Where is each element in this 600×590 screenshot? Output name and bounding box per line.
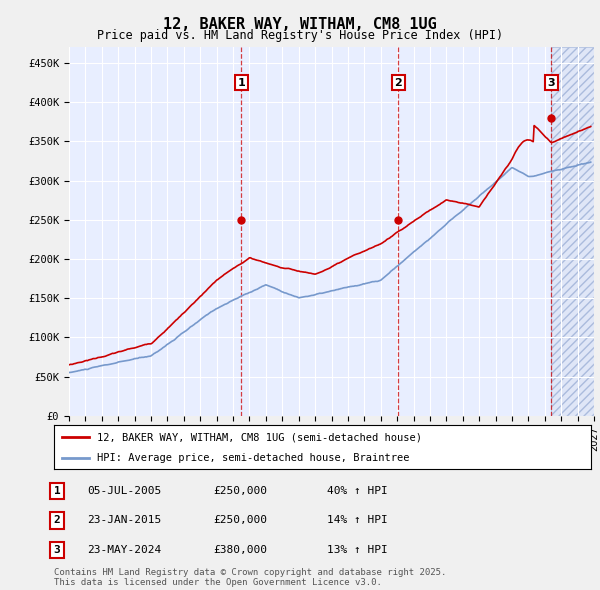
Text: 1: 1: [238, 77, 245, 87]
Text: 1: 1: [53, 486, 61, 496]
Text: 3: 3: [53, 545, 61, 555]
Text: 14% ↑ HPI: 14% ↑ HPI: [327, 516, 388, 525]
Text: 40% ↑ HPI: 40% ↑ HPI: [327, 486, 388, 496]
Bar: [551, 47, 594, 416]
Text: 12, BAKER WAY, WITHAM, CM8 1UG (semi-detached house): 12, BAKER WAY, WITHAM, CM8 1UG (semi-det…: [97, 432, 422, 442]
Text: 13% ↑ HPI: 13% ↑ HPI: [327, 545, 388, 555]
Text: 2: 2: [394, 77, 402, 87]
Bar: [551, 47, 594, 416]
Text: £250,000: £250,000: [213, 486, 267, 496]
Text: 12, BAKER WAY, WITHAM, CM8 1UG: 12, BAKER WAY, WITHAM, CM8 1UG: [163, 17, 437, 31]
Text: £250,000: £250,000: [213, 516, 267, 525]
Text: Price paid vs. HM Land Registry's House Price Index (HPI): Price paid vs. HM Land Registry's House …: [97, 29, 503, 42]
Text: 23-JAN-2015: 23-JAN-2015: [87, 516, 161, 525]
Text: 05-JUL-2005: 05-JUL-2005: [87, 486, 161, 496]
Text: 3: 3: [547, 77, 555, 87]
Text: Contains HM Land Registry data © Crown copyright and database right 2025.
This d: Contains HM Land Registry data © Crown c…: [54, 568, 446, 587]
Text: HPI: Average price, semi-detached house, Braintree: HPI: Average price, semi-detached house,…: [97, 453, 409, 463]
Text: 2: 2: [53, 516, 61, 525]
Text: £380,000: £380,000: [213, 545, 267, 555]
Text: 23-MAY-2024: 23-MAY-2024: [87, 545, 161, 555]
